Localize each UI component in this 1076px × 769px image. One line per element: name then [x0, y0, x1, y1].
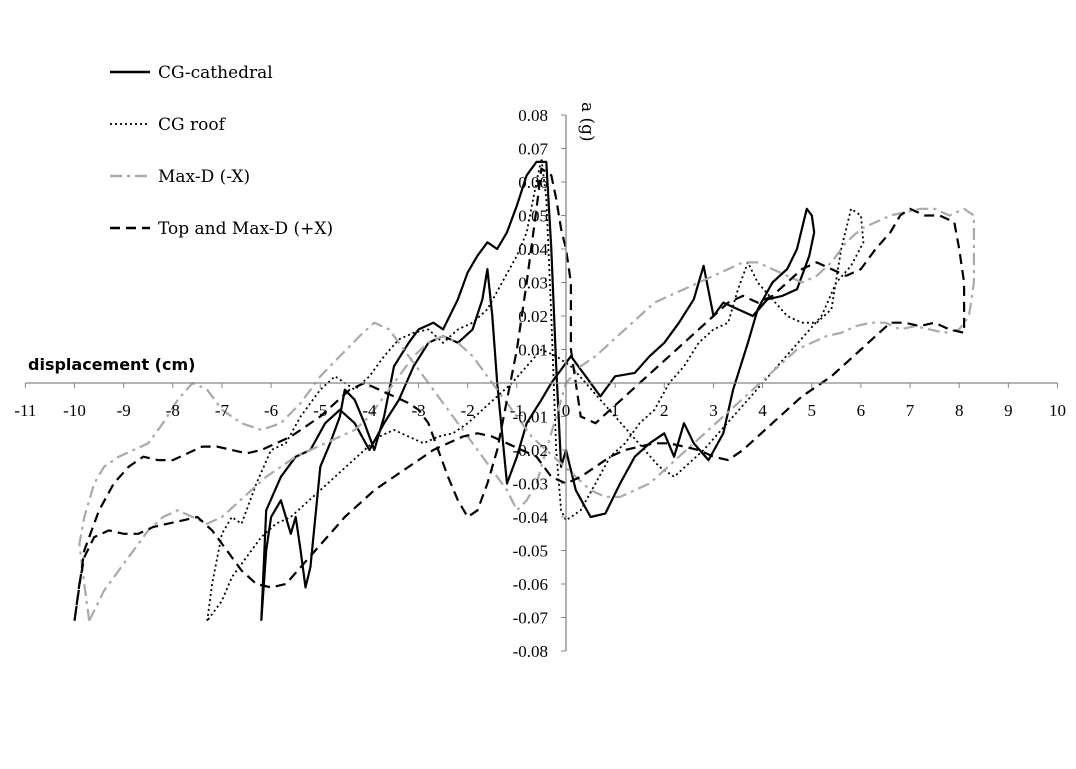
y-tick-label: -0.02: [513, 441, 548, 460]
legend-label: Top and Max-D (+X): [158, 219, 333, 239]
x-tick-label: -8: [166, 401, 180, 420]
y-tick-label: 0.04: [518, 240, 548, 259]
x-tick-label: 9: [1004, 401, 1013, 420]
x-tick-label: -7: [215, 401, 230, 420]
x-tick-label: 5: [808, 401, 817, 420]
series-line: [78, 207, 975, 622]
legend-label: CG-cathedral: [158, 63, 273, 83]
x-tick-label: -5: [313, 401, 327, 420]
y-axis-title: a (g): [577, 102, 597, 142]
x-tick-label: -2: [461, 401, 475, 420]
x-tick-label: -6: [264, 401, 278, 420]
series-line: [260, 160, 816, 621]
x-tick-label: 7: [906, 401, 915, 420]
y-tick-label: 0.07: [518, 140, 548, 159]
x-tick-label: 6: [857, 401, 866, 420]
x-tick-label: -4: [362, 401, 377, 420]
y-tick-label: -0.04: [513, 508, 549, 527]
y-tick-label: 0.01: [518, 341, 548, 360]
y-tick-label: 0.05: [518, 207, 548, 226]
x-tick-label: 1: [611, 401, 620, 420]
x-axis-title: displacement (cm): [28, 355, 195, 374]
y-tick-label: -0.01: [513, 408, 548, 427]
y-tick-label: 0.02: [518, 307, 548, 326]
legend: CG-cathedral CG roof Max-D (-X) Top and Max…: [110, 63, 333, 239]
legend-label: CG roof: [158, 115, 227, 135]
y-tick-label: -0.07: [513, 609, 549, 628]
x-tick-label: -9: [117, 401, 131, 420]
y-tick-label: -0.03: [513, 475, 548, 494]
x-tick-label: 2: [660, 401, 669, 420]
y-tick-label: 0.06: [518, 173, 548, 192]
x-tick-label: -1: [510, 401, 524, 420]
x-tick-label: 3: [709, 401, 718, 420]
x-ticks: -11 -10 -9 -8 -7 -6 -5 -4 -3 -2 -1 0 1 2 3 4 5 6 7 8 9 10: [14, 383, 1066, 420]
y-tick-label: 0.03: [518, 274, 548, 293]
series-line: [73, 167, 966, 621]
x-tick-label: 8: [955, 401, 964, 420]
series-layer: [73, 157, 975, 622]
x-tick-label: 0: [562, 401, 571, 420]
y-tick-label: -0.06: [513, 575, 548, 594]
x-tick-label: -10: [63, 401, 86, 420]
x-tick-label: 10: [1049, 401, 1066, 420]
y-ticks: 0.08 0.07 0.06 0.05 0.04 0.03 0.02 0.01 -0.01 -0.…: [513, 106, 566, 661]
x-tick-label: 4: [758, 401, 767, 420]
y-tick-label: -0.05: [513, 542, 548, 561]
x-tick-label: -3: [411, 401, 425, 420]
x-tick-label: -11: [14, 401, 36, 420]
y-tick-label: 0.08: [518, 106, 548, 125]
axes-layer: [25, 115, 1058, 651]
legend-label: Max-D (-X): [158, 167, 250, 187]
y-tick-label: -0.08: [513, 642, 548, 661]
